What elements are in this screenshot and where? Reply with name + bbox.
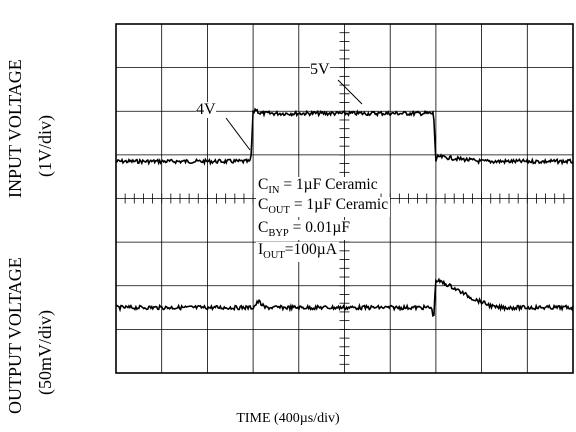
traces	[115, 107, 574, 318]
condition-cout: COUT = 1µF Ceramic	[256, 196, 391, 217]
x-axis-label: TIME (400µs/div)	[236, 411, 340, 426]
annotation-5v: 5V	[310, 61, 330, 78]
annotation-4v: 4V	[196, 101, 216, 118]
leader-4v	[225, 117, 251, 151]
y-axis-label-bottom: OUTPUT VOLTAGE	[5, 257, 25, 414]
leader-5v	[337, 79, 363, 105]
y-axis-label-bottom-unit: (50mV/div)	[35, 310, 55, 395]
y-axis-label-top: INPUT VOLTAGE	[5, 59, 25, 198]
y-axis-label-top-unit: (1V/div)	[35, 115, 55, 177]
annotation-leaders	[225, 79, 363, 151]
condition-iout: IOUT=100µA	[256, 241, 339, 262]
input-voltage-trace	[115, 107, 574, 166]
condition-cin: CIN = 1µF Ceramic	[256, 176, 380, 197]
output-voltage-trace	[116, 277, 574, 318]
condition-cbyp: CBYP = 0.01µF	[256, 219, 352, 240]
